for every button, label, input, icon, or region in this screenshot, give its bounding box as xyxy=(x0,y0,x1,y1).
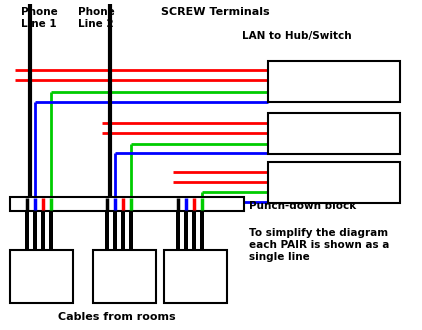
Text: Phone
Line 1: Phone Line 1 xyxy=(22,7,58,29)
Bar xyxy=(164,250,227,303)
Text: SCREW Terminals: SCREW Terminals xyxy=(161,7,269,17)
Text: To simplify the diagram
each PAIR is shown as a
single line: To simplify the diagram each PAIR is sho… xyxy=(249,228,389,262)
Bar xyxy=(268,61,400,102)
Text: Phone
Line 2: Phone Line 2 xyxy=(78,7,115,29)
Text: LAN to Hub/Switch: LAN to Hub/Switch xyxy=(242,31,352,41)
Bar xyxy=(92,250,156,303)
Bar xyxy=(268,162,400,203)
Bar xyxy=(268,113,400,154)
Text: Cables from rooms: Cables from rooms xyxy=(58,312,176,322)
Text: Punch-down block: Punch-down block xyxy=(249,201,356,211)
Bar xyxy=(10,197,243,211)
Bar xyxy=(10,250,73,303)
